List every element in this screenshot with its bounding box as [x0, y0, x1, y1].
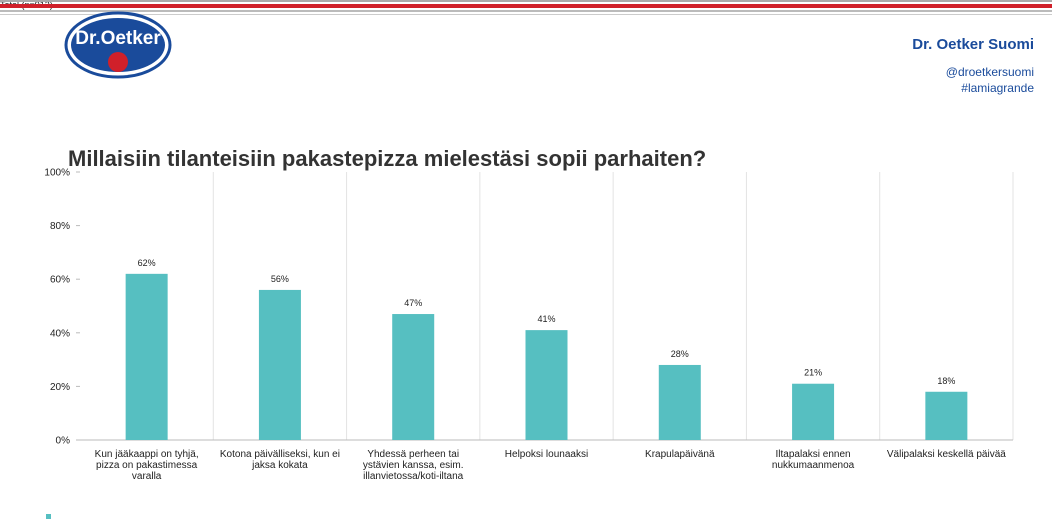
bar	[258, 289, 301, 440]
x-tick-label: Helpoksi lounaaksi	[504, 449, 589, 460]
y-tick-label: 80%	[50, 221, 70, 232]
value-label: 56%	[271, 274, 289, 284]
x-tick-label: Kun jääkaappi on tyhjä, pizza on pakasti…	[94, 449, 199, 482]
y-tick-label: 40%	[50, 328, 70, 339]
hashtag: #lamiagrande	[961, 81, 1034, 95]
logo	[71, 18, 165, 72]
y-tick-label: 20%	[50, 382, 70, 393]
x-tick-label: Kotona päivälliseksi, kun ei jaksa kokat…	[219, 449, 340, 471]
bar	[392, 314, 435, 440]
handle: @droetkersuomi	[945, 65, 1034, 79]
legend-swatch	[46, 514, 51, 519]
y-tick-label: 60%	[50, 275, 70, 286]
brand: Dr. Oetker Suomi	[912, 36, 1034, 53]
bar	[792, 383, 835, 440]
y-tick-label: 0%	[56, 436, 71, 447]
bar	[925, 391, 968, 440]
value-label: 47%	[404, 298, 422, 308]
logo-text: Dr.Oetker	[75, 28, 161, 49]
stripe	[0, 4, 1052, 8]
value-label: 62%	[138, 258, 156, 268]
bar	[658, 364, 701, 440]
bar	[525, 330, 568, 440]
stripe	[0, 0, 1052, 2]
bar	[125, 273, 168, 440]
stripe	[0, 10, 1052, 12]
logo-face	[108, 52, 128, 72]
y-tick-label: 100%	[44, 168, 70, 179]
chart-title: Millaisiin tilanteisiin pakastepizza mie…	[68, 146, 706, 171]
value-label: 21%	[804, 368, 822, 378]
x-tick-label: Iltapalaksi ennen nukkumaanmenoa	[771, 449, 855, 471]
value-label: 28%	[671, 349, 689, 359]
x-tick-label: Krapulapäivänä	[645, 449, 715, 460]
value-label: 18%	[937, 376, 955, 386]
stripe	[0, 14, 1052, 15]
value-label: 41%	[537, 314, 555, 324]
x-tick-label: Välipalaksi keskellä päivää	[886, 449, 1006, 460]
x-tick-label: Yhdessä perheen tai ystävien kanssa, esi…	[362, 449, 464, 482]
